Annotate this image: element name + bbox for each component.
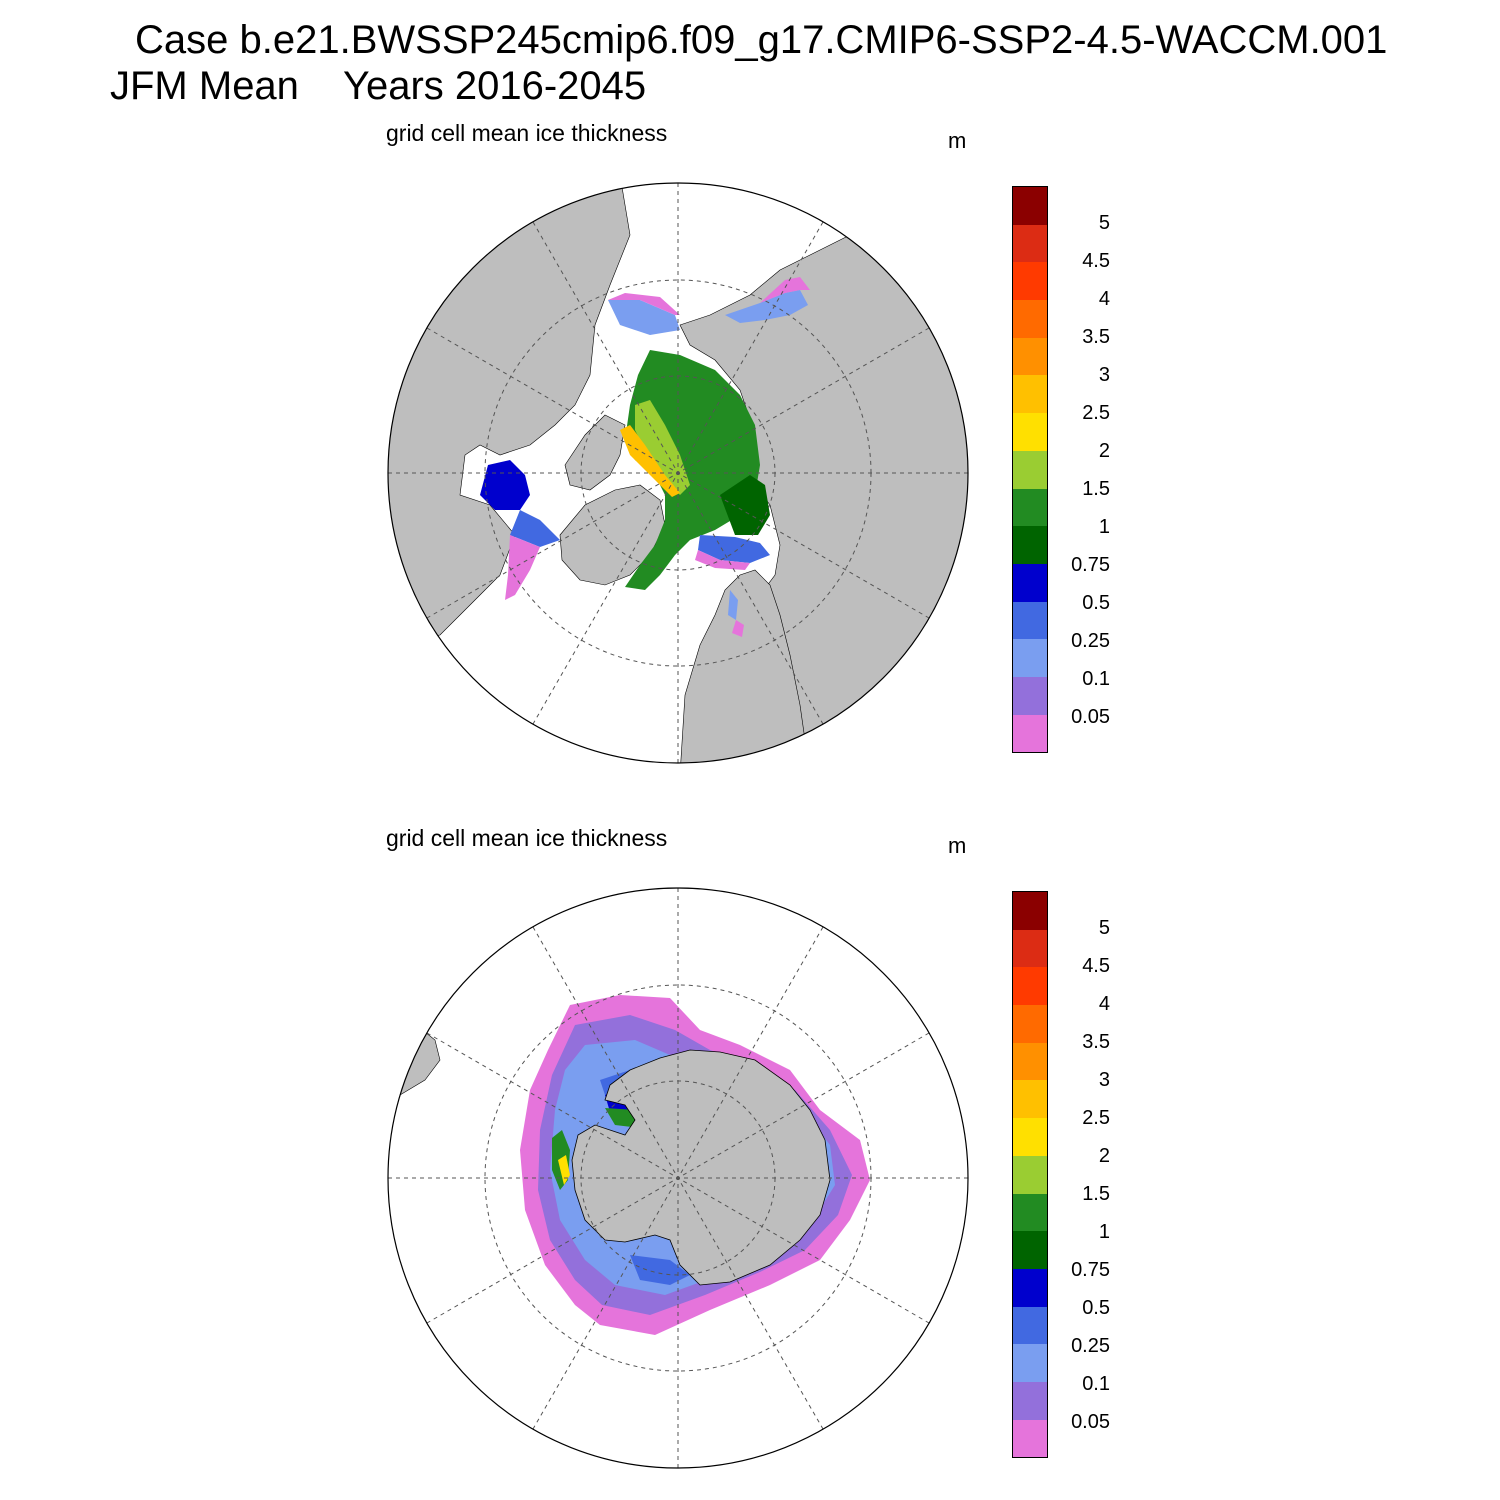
colorbar-swatch bbox=[1013, 563, 1047, 602]
ice-okhotsk bbox=[725, 290, 808, 323]
colorbar-label: 0.25 bbox=[1071, 1335, 1110, 1357]
north-panel-title: grid cell mean ice thickness bbox=[386, 120, 668, 146]
colorbar-swatch bbox=[1013, 1231, 1047, 1269]
north-units-label: m bbox=[948, 128, 967, 153]
colorbar-label: 3.5 bbox=[1082, 1031, 1110, 1053]
land-europe bbox=[679, 569, 811, 763]
colorbar-label: 1.5 bbox=[1082, 1183, 1110, 1205]
colorbar-label: 0.05 bbox=[1071, 1411, 1110, 1433]
colorbar-label: 3.5 bbox=[1082, 326, 1110, 348]
colorbar-swatch bbox=[1013, 1268, 1047, 1307]
ice-siberian-edge bbox=[720, 475, 770, 535]
colorbar-swatch bbox=[1013, 375, 1047, 414]
colorbar-swatch bbox=[1013, 929, 1047, 968]
colorbar-swatch bbox=[1013, 1005, 1047, 1043]
ice-okhotsk-fringe bbox=[760, 277, 810, 303]
colorbar-label: 0.1 bbox=[1082, 1373, 1110, 1395]
colorbar-swatch bbox=[1013, 300, 1047, 338]
colorbar-swatch bbox=[1013, 1042, 1047, 1081]
colorbar-swatch bbox=[1013, 1155, 1047, 1194]
years-label: Years 2016-2045 bbox=[342, 64, 647, 108]
colorbar-swatch bbox=[1013, 224, 1047, 263]
ice-thick-band bbox=[635, 400, 690, 495]
colorbar-swatch bbox=[1013, 639, 1047, 677]
colorbar-label: 1 bbox=[1098, 516, 1110, 538]
ice-baltic-fringe bbox=[732, 620, 744, 637]
colorbar-label: 3 bbox=[1098, 1069, 1110, 1091]
colorbar-swatch bbox=[1013, 187, 1047, 225]
colorbar-label: 0.75 bbox=[1071, 554, 1110, 576]
colorbar-label: 0.75 bbox=[1071, 1259, 1110, 1281]
colorbar-label: 1 bbox=[1098, 1221, 1110, 1243]
ice-labrador-fringe bbox=[505, 535, 540, 600]
colorbar-swatch bbox=[1013, 488, 1047, 527]
colorbar-swatch bbox=[1013, 1419, 1047, 1458]
colorbar-swatch bbox=[1013, 262, 1047, 301]
south-polar-map bbox=[387, 887, 969, 1469]
period-title: JFM Mean Years 2016-2045 bbox=[110, 64, 646, 109]
colorbar-label: 5 bbox=[1098, 917, 1110, 939]
case-title: Case b.e21.BWSSP245cmip6.f09_g17.CMIP6-S… bbox=[135, 18, 1388, 62]
colorbar-label: 2 bbox=[1098, 1145, 1110, 1167]
colorbar-label: 4.5 bbox=[1082, 955, 1110, 977]
season-label: JFM Mean bbox=[110, 64, 299, 108]
ice-central-arctic bbox=[625, 350, 760, 590]
south-graticule bbox=[388, 888, 968, 1468]
colorbar-swatch bbox=[1013, 526, 1047, 564]
colorbar-label: 1.5 bbox=[1082, 478, 1110, 500]
ice-thickest-band bbox=[620, 425, 680, 497]
south-map-border bbox=[387, 887, 969, 1469]
colorbar-swatch bbox=[1013, 714, 1047, 753]
north-colorbar bbox=[1012, 186, 1048, 754]
colorbar-label: 5 bbox=[1098, 212, 1110, 234]
ice-bering-fringe bbox=[608, 293, 680, 315]
south-units-label: m bbox=[948, 833, 967, 858]
colorbar-label: 0.5 bbox=[1082, 592, 1110, 614]
ice-bering bbox=[608, 300, 680, 335]
colorbar-swatch bbox=[1013, 601, 1047, 640]
colorbar-swatch bbox=[1013, 676, 1047, 715]
colorbar-swatch bbox=[1013, 1381, 1047, 1420]
ice-barents-edge bbox=[698, 535, 770, 563]
colorbar-swatch bbox=[1013, 450, 1047, 489]
colorbar-label: 3 bbox=[1098, 364, 1110, 386]
colorbar-swatch bbox=[1013, 337, 1047, 376]
colorbar-label: 0.05 bbox=[1071, 706, 1110, 728]
ice-hudson-bay-edge bbox=[510, 510, 560, 547]
land-antarctica bbox=[571, 1049, 831, 1286]
colorbar-swatch bbox=[1013, 1306, 1047, 1345]
north-graticule bbox=[388, 183, 968, 763]
colorbar-label: 0.25 bbox=[1071, 630, 1110, 652]
colorbar-swatch bbox=[1013, 967, 1047, 1006]
colorbar-swatch bbox=[1013, 1080, 1047, 1119]
colorbar-label: 0.1 bbox=[1082, 668, 1110, 690]
colorbar-swatch bbox=[1013, 1344, 1047, 1382]
colorbar-swatch bbox=[1013, 413, 1047, 451]
south-panel-title: grid cell mean ice thickness bbox=[386, 825, 668, 851]
north-map-border bbox=[387, 182, 969, 764]
colorbar-label: 4 bbox=[1098, 288, 1110, 310]
colorbar-label: 0.5 bbox=[1082, 1297, 1110, 1319]
north-polar-map bbox=[387, 182, 969, 764]
colorbar-swatch bbox=[1013, 1118, 1047, 1156]
colorbar-label: 2.5 bbox=[1082, 1107, 1110, 1129]
ice-baltic bbox=[728, 590, 738, 620]
colorbar-label: 2 bbox=[1098, 440, 1110, 462]
ice-ross bbox=[630, 1255, 690, 1285]
colorbar-swatch bbox=[1013, 1193, 1047, 1232]
colorbar-label: 4 bbox=[1098, 993, 1110, 1015]
colorbar-label: 4.5 bbox=[1082, 250, 1110, 272]
south-colorbar bbox=[1012, 891, 1048, 1459]
colorbar-swatch bbox=[1013, 892, 1047, 930]
colorbar-label: 2.5 bbox=[1082, 402, 1110, 424]
